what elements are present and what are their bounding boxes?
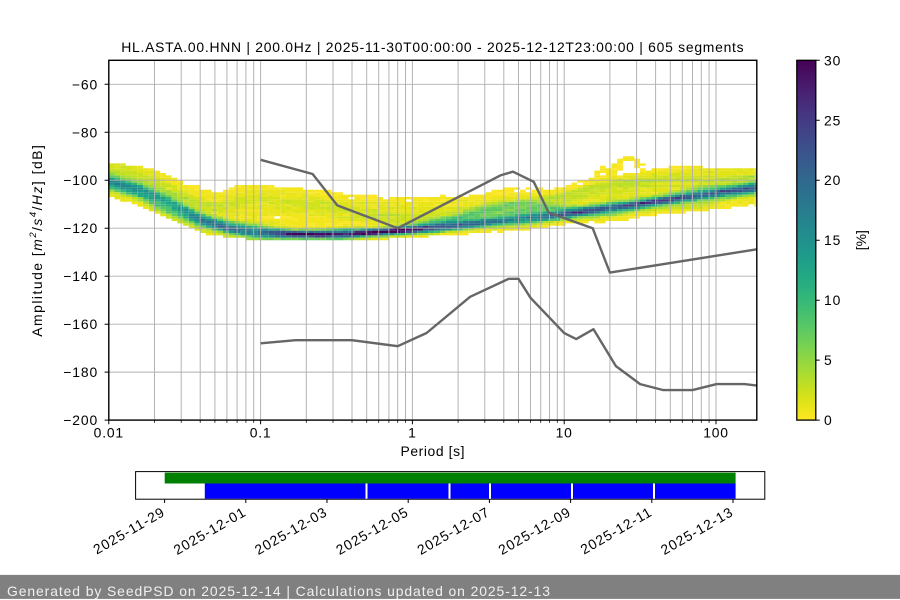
svg-text:Generated by SeedPSD on 2025-1: Generated by SeedPSD on 2025-12-14 | Cal… [7, 583, 551, 599]
svg-text:Period [s]: Period [s] [400, 443, 465, 459]
svg-text:30: 30 [824, 52, 841, 68]
svg-text:0: 0 [824, 412, 833, 428]
svg-text:10: 10 [556, 424, 573, 440]
svg-text:20: 20 [824, 172, 841, 188]
svg-text:−60: −60 [72, 76, 98, 92]
svg-text:15: 15 [824, 232, 841, 248]
svg-text:[%]: [%] [853, 230, 869, 250]
svg-text:100: 100 [703, 424, 729, 440]
svg-text:−180: −180 [63, 364, 98, 380]
svg-text:−100: −100 [63, 172, 98, 188]
svg-text:10: 10 [824, 292, 841, 308]
svg-text:0.1: 0.1 [250, 424, 272, 440]
svg-text:−80: −80 [72, 124, 98, 140]
svg-text:−140: −140 [63, 268, 98, 284]
svg-text:−160: −160 [63, 316, 98, 332]
svg-text:1: 1 [408, 424, 417, 440]
svg-text:5: 5 [824, 352, 833, 368]
svg-text:25: 25 [824, 112, 841, 128]
svg-text:0.01: 0.01 [94, 424, 124, 440]
svg-text:Amplitude [m2/s4/Hz] [dB]: Amplitude [m2/s4/Hz] [dB] [27, 144, 45, 337]
svg-text:−120: −120 [63, 220, 98, 236]
svg-text:−200: −200 [63, 412, 98, 428]
svg-text:HL.ASTA.00.HNN | 200.0Hz | 202: HL.ASTA.00.HNN | 200.0Hz | 2025-11-30T00… [121, 39, 744, 55]
